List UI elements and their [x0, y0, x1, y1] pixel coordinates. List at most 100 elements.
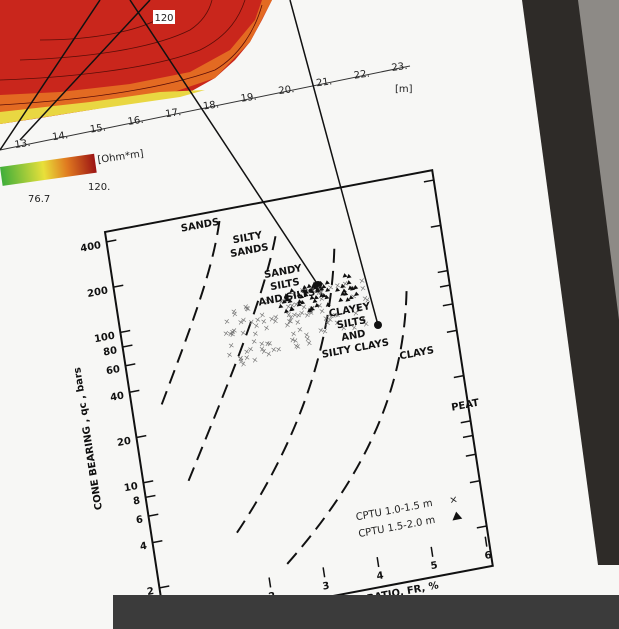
- y-tick-label: 2: [146, 586, 155, 598]
- scatter-texture: [321, 284, 327, 289]
- scatter-texture: ×: [317, 325, 325, 335]
- scatter-texture: ×: [292, 341, 300, 351]
- scatter-texture: ×: [258, 339, 266, 349]
- contour-label-box: [153, 10, 175, 24]
- y-tick-label: 20: [116, 436, 131, 449]
- y-tick: [129, 389, 140, 393]
- scatter-texture: ×: [277, 297, 285, 307]
- scatter-texture: ×: [292, 299, 300, 309]
- scatter-texture: ×: [327, 282, 335, 292]
- scatter-texture: [335, 287, 341, 292]
- map-x-tick-label: 19.: [240, 92, 257, 105]
- contour-label: 120: [154, 13, 173, 24]
- scatter-texture: [315, 288, 321, 293]
- scatter-texture: ×: [303, 310, 311, 320]
- scatter-texture: ×: [307, 308, 315, 318]
- scatter-texture: [281, 299, 287, 304]
- y-tick: [122, 344, 133, 348]
- scatter-texture: ×: [252, 321, 260, 331]
- scatter-texture: [314, 295, 319, 300]
- y-tick: [460, 420, 471, 424]
- scatter-texture: ×: [318, 306, 326, 316]
- y-tick: [148, 513, 159, 517]
- scatter-texture: ×: [226, 329, 234, 339]
- scatter-texture: [325, 287, 331, 292]
- scatter-texture: ×: [304, 334, 312, 344]
- scatter-texture: [306, 283, 312, 289]
- y-tick: [423, 179, 434, 183]
- x-tick: [376, 556, 380, 568]
- scatter-texture: ×: [327, 311, 335, 321]
- y-tick: [446, 329, 457, 334]
- scatter-texture: ×: [237, 354, 245, 364]
- scatter-texture: [278, 303, 284, 309]
- zone-label: SILTS: [270, 277, 301, 293]
- scatter-texture: ×: [289, 335, 297, 345]
- y-tick: [106, 239, 117, 243]
- y-tick: [159, 585, 170, 589]
- scatter-texture: [284, 297, 290, 302]
- scatter-texture: [346, 273, 352, 279]
- scatter-texture: ×: [321, 326, 329, 336]
- y-tick: [152, 539, 163, 544]
- scatter-texture: ×: [251, 329, 259, 339]
- scatter-texture: ×: [291, 310, 299, 320]
- scatter-texture: [302, 284, 308, 290]
- y-tick: [465, 453, 476, 457]
- scatter-texture: [345, 297, 351, 302]
- scatter-texture: [319, 286, 325, 291]
- map-x-tick-label: 16.: [127, 115, 144, 128]
- colorbar: [0, 153, 97, 186]
- scatter-texture: ×: [298, 308, 306, 318]
- scatter-texture: ×: [352, 308, 360, 318]
- y-tick: [136, 434, 147, 439]
- x-tick-label: 4: [376, 570, 385, 582]
- y-tick-label: 60: [105, 364, 120, 377]
- y-tick: [437, 269, 448, 274]
- photo-frame: [522, 0, 619, 565]
- classification-chart: ×× ×××××××××××××× ××××××××××××××××××××××× ×…: [72, 168, 494, 629]
- scatter-texture: ×: [271, 316, 279, 326]
- scatter-texture: ×: [244, 304, 252, 314]
- scatter-texture: ×: [309, 285, 317, 295]
- scatter-texture: ×: [229, 327, 237, 337]
- x-tick-label: 3: [322, 581, 331, 593]
- scatter-texture: ×: [270, 345, 278, 355]
- scatter-texture: ×: [291, 336, 299, 346]
- scatter-texture: ×: [332, 310, 340, 320]
- scatter-texture: ×: [228, 329, 236, 339]
- map-x-tick-label: 21.: [315, 76, 332, 89]
- scatter-texture: [287, 298, 293, 304]
- scatter-texture: ×: [317, 287, 325, 297]
- scatter-texture: [300, 300, 306, 305]
- scatter-texture: ×: [333, 310, 341, 320]
- scatter-texture: ×: [315, 287, 323, 297]
- scatter-texture: ×: [350, 291, 358, 301]
- scatter-texture: [318, 280, 324, 286]
- scatter-texture: [341, 288, 347, 293]
- scatter-texture: [350, 286, 356, 291]
- scatter-texture: ×: [318, 294, 326, 304]
- y-tick-label: 40: [109, 390, 124, 403]
- scatter-texture: ×: [264, 296, 272, 306]
- scatter-texture: ×: [237, 317, 245, 327]
- zone-label: AND: [341, 328, 367, 343]
- scatter-texture: [308, 288, 314, 293]
- scatter-texture: [325, 302, 331, 307]
- scatter-texture: ×: [294, 342, 302, 352]
- scatter-texture: [314, 282, 320, 288]
- scatter-texture: ×: [288, 300, 296, 310]
- y-tick-label: 200: [87, 285, 109, 300]
- scatter-texture: ×: [362, 319, 370, 329]
- scatter-texture: ×: [237, 356, 245, 366]
- y-tick: [469, 480, 480, 484]
- scatter-texture: ×: [290, 329, 298, 339]
- y-tick: [145, 494, 156, 499]
- scatter-texture: ×: [260, 346, 268, 356]
- scatter-texture: ×: [296, 325, 304, 335]
- scatter-texture: [354, 291, 360, 297]
- y-tick-label: 100: [94, 331, 116, 346]
- colorbar-label: 76.7: [28, 194, 50, 205]
- scatter-texture: ×: [254, 315, 262, 325]
